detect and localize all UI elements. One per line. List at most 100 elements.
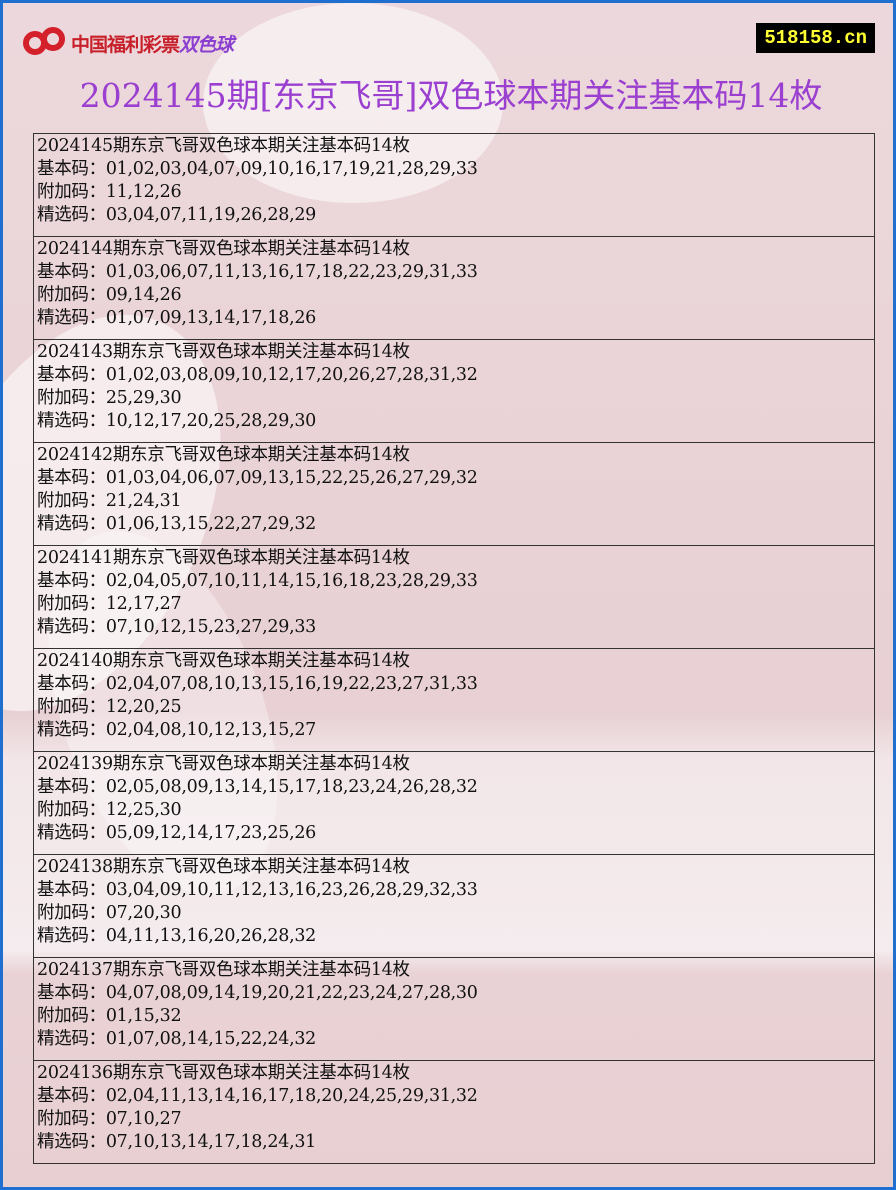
basic-codes-text: 01,03,06,07,11,13,16,17,18,22,23,29,31,3… — [105, 262, 478, 282]
selected-codes-text: 07,10,13,14,17,18,24,31 — [105, 1132, 316, 1152]
extra-codes-text: 附加码： — [37, 388, 106, 408]
basic-codes-text: 01,02,03,04,07,09,10,16,17,19,21,28,29,3… — [105, 159, 478, 179]
basic-codes-text: 基本码： — [37, 571, 106, 591]
basic-codes-text: 基本码： — [37, 1086, 106, 1106]
basic-codes: 基本码：02,04,07,08,10,13,15,16,19,22,23,27,… — [37, 673, 874, 696]
extra-codes: 附加码：01,15,32 — [37, 1005, 874, 1028]
basic-codes: 基本码：03,04,09,10,11,12,13,16,23,26,28,29,… — [37, 879, 874, 902]
basic-codes-text: 基本码： — [37, 365, 106, 385]
selected-codes-text: 精选码： — [37, 205, 106, 225]
extra-codes-text: 21,24,31 — [105, 491, 182, 511]
selected-codes-text: 05,09,12,14,17,23,25,26 — [105, 823, 316, 843]
basic-codes: 基本码：02,04,05,07,10,11,14,15,16,18,23,28,… — [37, 570, 874, 593]
record-block: 2024140期东京飞哥双色球本期关注基本码14枚 基本码：02,04,07,08… — [34, 649, 874, 752]
record-heading: 2024141期东京飞哥双色球本期关注基本码14枚 — [37, 547, 874, 570]
record-heading-text: 2024145期东京飞哥双色球本期关注基本码14枚 — [37, 136, 410, 156]
basic-codes-text: 基本码： — [37, 880, 106, 900]
basic-codes-text: 04,07,08,09,14,19,20,21,22,23,24,27,28,3… — [105, 983, 478, 1003]
extra-codes-text: 09,14,26 — [105, 285, 182, 305]
basic-codes-text: 01,02,03,08,09,10,12,17,20,26,27,28,31,3… — [105, 365, 478, 385]
basic-codes: 基本码：01,02,03,04,07,09,10,16,17,19,21,28,… — [37, 158, 874, 181]
record-heading-text: 2024140期东京飞哥双色球本期关注基本码14枚 — [37, 651, 410, 671]
selected-codes: 精选码：02,04,08,10,12,13,15,27 — [37, 719, 874, 742]
record-heading-text: 2024143期东京飞哥双色球本期关注基本码14枚 — [37, 342, 410, 362]
extra-codes-text: 25,29,30 — [105, 388, 182, 408]
basic-codes-text: 基本码： — [37, 262, 106, 282]
site-badge: 518158.cn — [756, 23, 875, 53]
basic-codes-text: 基本码： — [37, 674, 106, 694]
basic-codes-text: 02,05,08,09,13,14,15,17,18,23,24,26,28,3… — [105, 777, 478, 797]
record-heading-text: 2024138期东京飞哥双色球本期关注基本码14枚 — [37, 857, 410, 877]
record-heading: 2024136期东京飞哥双色球本期关注基本码14枚 — [37, 1062, 874, 1085]
basic-codes: 基本码：01,03,04,06,07,09,13,15,22,25,26,27,… — [37, 467, 874, 490]
extra-codes: 附加码：25,29,30 — [37, 387, 874, 410]
selected-codes-text: 07,10,12,15,23,27,29,33 — [105, 617, 316, 637]
record-heading-text: 2024141期东京飞哥双色球本期关注基本码14枚 — [37, 548, 410, 568]
extra-codes: 附加码：12,25,30 — [37, 799, 874, 822]
basic-codes-text: 基本码： — [37, 983, 106, 1003]
extra-codes-text: 附加码： — [37, 285, 106, 305]
selected-codes-text: 02,04,08,10,12,13,15,27 — [105, 720, 316, 740]
logo-text: 中国福利彩票双色球 — [71, 33, 234, 56]
basic-codes-text: 03,04,09,10,11,12,13,16,23,26,28,29,32,3… — [105, 880, 478, 900]
selected-codes: 精选码：01,07,09,13,14,17,18,26 — [37, 307, 874, 330]
extra-codes: 附加码：09,14,26 — [37, 284, 874, 307]
basic-codes-text: 02,04,11,13,14,16,17,18,20,24,25,29,31,3… — [105, 1086, 478, 1106]
record-heading-text: 2024139期东京飞哥双色球本期关注基本码14枚 — [37, 754, 410, 774]
extra-codes-text: 附加码： — [37, 182, 106, 202]
basic-codes-text: 01,03,04,06,07,09,13,15,22,25,26,27,29,3… — [105, 468, 478, 488]
record-heading: 2024142期东京飞哥双色球本期关注基本码14枚 — [37, 444, 874, 467]
page-title: 2024145期[东京飞哥]双色球本期关注基本码14枚 — [79, 76, 823, 115]
basic-codes-text: 基本码： — [37, 468, 106, 488]
extra-codes-text: 11,12,26 — [105, 182, 182, 202]
extra-codes-text: 07,10,27 — [105, 1109, 182, 1129]
extra-codes-text: 附加码： — [37, 1109, 106, 1129]
selected-codes-text: 精选码： — [37, 926, 106, 946]
record-heading: 2024143期东京飞哥双色球本期关注基本码14枚 — [37, 341, 874, 364]
record-heading: 2024139期东京飞哥双色球本期关注基本码14枚 — [37, 753, 874, 776]
extra-codes-text: 12,17,27 — [105, 594, 182, 614]
basic-codes-text: 02,04,07,08,10,13,15,16,19,22,23,27,31,3… — [105, 674, 478, 694]
extra-codes-text: 附加码： — [37, 491, 106, 511]
record-heading: 2024145期东京飞哥双色球本期关注基本码14枚 — [37, 135, 874, 158]
extra-codes: 附加码：12,20,25 — [37, 696, 874, 719]
selected-codes-text: 04,11,13,16,20,26,28,32 — [105, 926, 316, 946]
record-block: 2024136期东京飞哥双色球本期关注基本码14枚 基本码：02,04,11,13… — [34, 1061, 874, 1164]
extra-codes-text: 附加码： — [37, 697, 106, 717]
basic-codes: 基本码：02,04,11,13,14,16,17,18,20,24,25,29,… — [37, 1085, 874, 1108]
basic-codes: 基本码：01,02,03,08,09,10,12,17,20,26,27,28,… — [37, 364, 874, 387]
basic-codes: 基本码：02,05,08,09,13,14,15,17,18,23,24,26,… — [37, 776, 874, 799]
record-heading-text: 2024144期东京飞哥双色球本期关注基本码14枚 — [37, 239, 410, 259]
basic-codes-text: 基本码： — [37, 159, 106, 179]
extra-codes-text: 附加码： — [37, 1006, 106, 1026]
basic-codes-text: 基本码： — [37, 777, 106, 797]
background-flower — [203, 3, 503, 203]
selected-codes: 精选码：04,11,13,16,20,26,28,32 — [37, 925, 874, 948]
selected-codes: 精选码：10,12,17,20,25,28,29,30 — [37, 410, 874, 433]
extra-codes-text: 附加码： — [37, 800, 106, 820]
record-block: 2024139期东京飞哥双色球本期关注基本码14枚 基本码：02,05,08,09… — [34, 752, 874, 855]
selected-codes-text: 10,12,17,20,25,28,29,30 — [105, 411, 316, 431]
record-block: 2024144期东京飞哥双色球本期关注基本码14枚 基本码：01,03,06,07… — [34, 237, 874, 340]
record-block: 2024141期东京飞哥双色球本期关注基本码14枚 基本码：02,04,05,07… — [34, 546, 874, 649]
extra-codes: 附加码：07,20,30 — [37, 902, 874, 925]
selected-codes-text: 精选码： — [37, 308, 106, 328]
selected-codes-text: 精选码： — [37, 514, 106, 534]
selected-codes-text: 精选码： — [37, 823, 106, 843]
welfare-lottery-logo-icon — [23, 27, 67, 59]
extra-codes-text: 07,20,30 — [105, 903, 182, 923]
extra-codes: 附加码：11,12,26 — [37, 181, 874, 204]
record-block: 2024143期东京飞哥双色球本期关注基本码14枚 基本码：01,02,03,08… — [34, 340, 874, 443]
selected-codes-text: 01,07,08,14,15,22,24,32 — [105, 1029, 316, 1049]
selected-codes: 精选码：03,04,07,11,19,26,28,29 — [37, 204, 874, 227]
selected-codes: 精选码：07,10,12,15,23,27,29,33 — [37, 616, 874, 639]
extra-codes-text: 12,25,30 — [105, 800, 182, 820]
selected-codes-text: 01,07,09,13,14,17,18,26 — [105, 308, 316, 328]
extra-codes: 附加码：21,24,31 — [37, 490, 874, 513]
selected-codes-text: 精选码： — [37, 720, 106, 740]
selected-codes: 精选码：01,07,08,14,15,22,24,32 — [37, 1028, 874, 1051]
record-block: 2024138期东京飞哥双色球本期关注基本码14枚 基本码：03,04,09,10… — [34, 855, 874, 958]
record-block: 2024142期东京飞哥双色球本期关注基本码14枚 基本码：01,03,04,06… — [34, 443, 874, 546]
basic-codes: 基本码：04,07,08,09,14,19,20,21,22,23,24,27,… — [37, 982, 874, 1005]
